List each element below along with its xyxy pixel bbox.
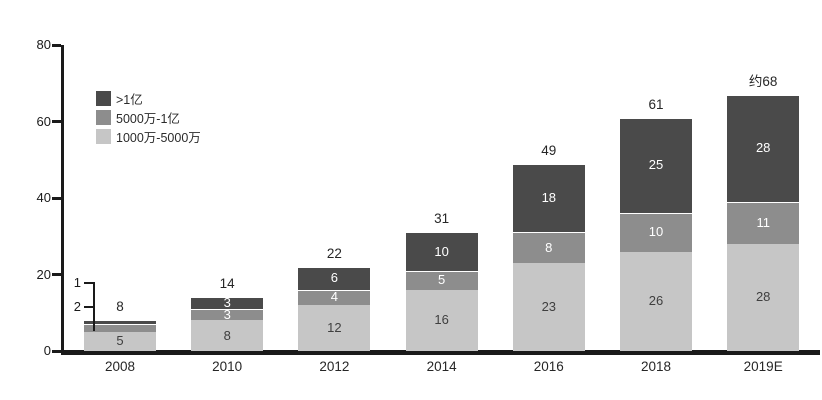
y-tick-mark [52, 120, 61, 123]
x-axis-label-2019E: 2019E [743, 359, 783, 374]
bar-total-label: 61 [648, 96, 664, 112]
bar-segment-2019E->1亿 [727, 94, 800, 202]
bar-segment-2012-1000万-5000万 [298, 305, 371, 351]
x-axis [61, 350, 820, 355]
legend-item: >1亿 [96, 89, 201, 108]
bar-total-label: 8 [116, 299, 124, 315]
bar-segment-2012-5000万-1亿 [298, 289, 371, 306]
bar-total-label: 约68 [748, 73, 778, 89]
legend-swatch [96, 91, 111, 106]
bar-segment-2010-1000万-5000万 [191, 320, 264, 351]
y-tick-mark [52, 349, 61, 353]
bar-segment-2018->1亿 [620, 117, 692, 214]
legend-label: 1000万-5000万 [116, 131, 201, 145]
legend-swatch [96, 110, 111, 125]
bar-segment-2019E-1000万-5000万 [727, 243, 800, 351]
x-axis-label-2008: 2008 [104, 359, 136, 374]
x-axis-label-2012: 2012 [319, 359, 350, 374]
annotation-leader-stub [84, 282, 94, 285]
bar-segment-2019E-5000万-1亿 [727, 201, 800, 244]
annotation-leader-vertical [93, 282, 95, 332]
bar-segment-2010->1亿 [191, 297, 264, 309]
y-axis [61, 45, 64, 354]
annotation-label: 2 [73, 299, 81, 315]
y-tick-label: 0 [43, 343, 51, 358]
bar-total-label: 31 [434, 211, 450, 227]
bar-total-label: 22 [326, 245, 342, 261]
y-tick-label: 20 [36, 266, 51, 282]
legend-item: 1000万-5000万 [96, 127, 201, 146]
legend: >1亿 5000万-1亿 1000万-5000万 [96, 89, 201, 146]
legend-item: 5000万-1亿 [96, 108, 201, 127]
bar-segment-2008->1亿 [84, 320, 156, 325]
bar-segment-2010-5000万-1亿 [191, 308, 264, 321]
y-tick-label: 60 [36, 113, 51, 129]
legend-label: >1亿 [116, 93, 143, 107]
x-axis-label-2016: 2016 [533, 359, 564, 374]
bar-segment-2014-1000万-5000万 [405, 289, 478, 351]
bar-total-label: 49 [541, 142, 557, 158]
annotation-label: 1 [73, 275, 81, 291]
y-tick-label: 80 [36, 37, 51, 52]
bar-segment-2016-1000万-5000万 [512, 263, 585, 351]
bar-segment-2018-5000万-1亿 [620, 213, 692, 252]
bar-segment-2018-1000万-5000万 [620, 251, 692, 351]
bar-total-label: 14 [219, 276, 235, 292]
bar-segment-2016-5000万-1亿 [512, 232, 585, 264]
bar-segment-2014-5000万-1亿 [405, 270, 478, 290]
y-tick-mark [52, 196, 61, 200]
x-axis-label-2014: 2014 [426, 359, 457, 374]
y-tick-mark [52, 273, 61, 276]
x-axis-label-2010: 2010 [212, 359, 243, 374]
bar-segment-2008-5000万-1亿 [84, 324, 156, 332]
y-tick-mark [52, 43, 61, 47]
bar-segment-2008-1000万-5000万 [84, 331, 156, 351]
legend-label: 5000万-1亿 [116, 112, 180, 126]
bar-segment-2012->1亿 [298, 266, 371, 290]
legend-swatch [96, 129, 111, 144]
y-tick-label: 40 [36, 190, 51, 205]
bar-segment-2016->1亿 [512, 163, 585, 233]
annotation-leader-stub [84, 306, 94, 309]
x-axis-label-2018: 2018 [640, 359, 672, 374]
bar-segment-2014->1亿 [405, 232, 478, 271]
